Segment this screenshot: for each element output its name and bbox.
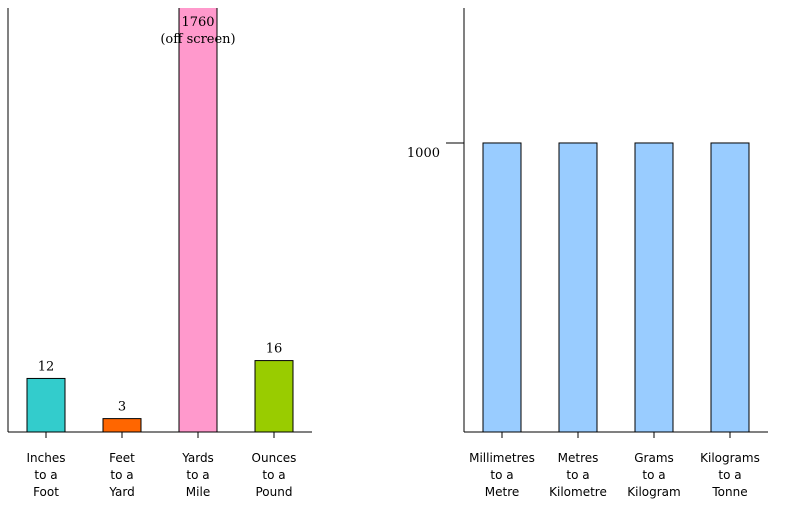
x-tick-label: Yards to a Mile — [181, 451, 214, 499]
x-tick-label: Feet to a Yard — [108, 451, 135, 499]
bar — [26, 377, 66, 433]
bar — [558, 142, 598, 433]
bar — [102, 418, 142, 433]
bar — [710, 142, 750, 433]
bar — [634, 142, 674, 433]
plot — [26, 8, 294, 433]
bar — [482, 142, 522, 433]
value-label: 12 — [38, 359, 55, 374]
value-label: 3 — [118, 400, 126, 415]
plot — [482, 142, 750, 433]
value-label: 1760 (off screen) — [160, 15, 235, 47]
x-tick-label: Metres to a Kilometre — [549, 451, 607, 499]
x-tick-label: Kilograms to a Tonne — [700, 451, 760, 499]
x-tick-label: Inches to a Foot — [27, 451, 66, 499]
x-tick-label: Grams to a Kilogram — [627, 451, 680, 499]
y-tick-label: 1000 — [407, 146, 440, 161]
x-tick-label: Ounces to a Pound — [252, 451, 297, 499]
bar — [178, 8, 218, 433]
bar — [254, 360, 294, 433]
value-label: 16 — [266, 342, 283, 357]
x-tick-label: Millimetres to a Metre — [469, 451, 535, 499]
